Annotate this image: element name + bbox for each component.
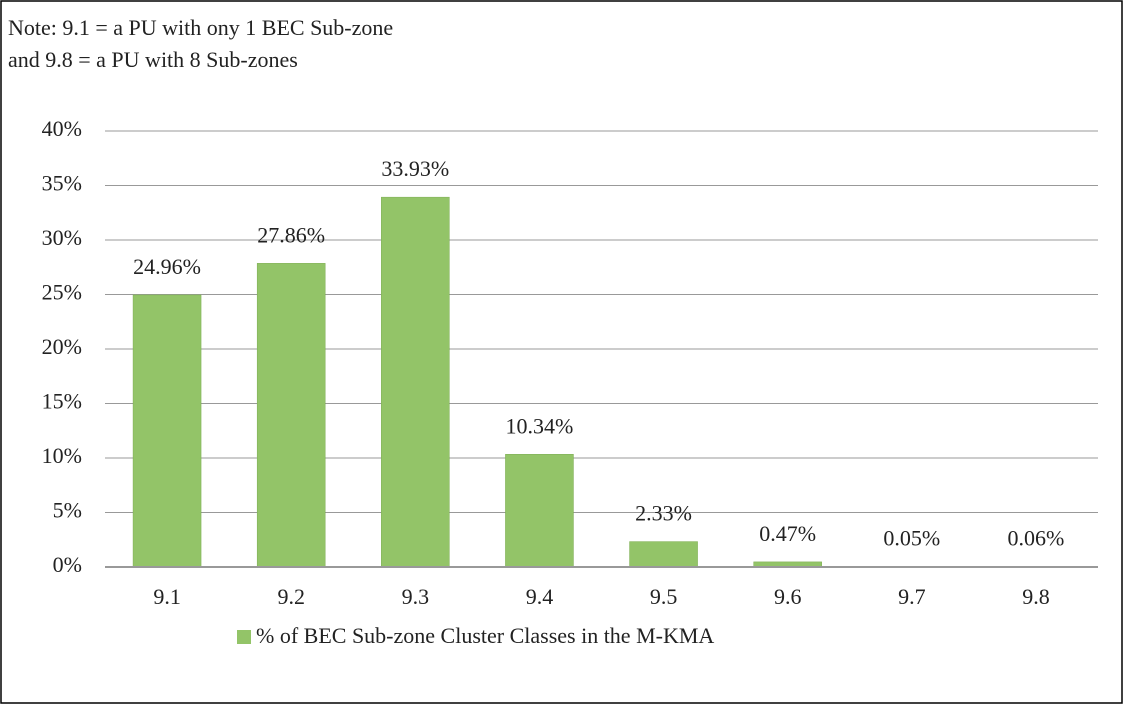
data-label: 10.34%: [506, 413, 574, 438]
bar: [505, 454, 574, 568]
data-label: 0.05%: [883, 526, 940, 551]
x-tick-label: 9.1: [153, 584, 181, 609]
x-tick-label: 9.7: [898, 584, 926, 609]
bar: [256, 263, 326, 568]
y-tick-label: 5%: [53, 498, 82, 523]
data-label: 27.86%: [257, 222, 325, 247]
y-tick-label: 0%: [53, 552, 82, 577]
data-label: 2.33%: [635, 501, 692, 526]
x-tick-label: 9.8: [1022, 584, 1050, 609]
note-line: Note: 9.1 = a PU with ony 1 BEC Sub-zone: [8, 15, 393, 40]
bar: [132, 294, 202, 568]
y-tick-label: 30%: [42, 225, 82, 250]
data-label: 24.96%: [133, 254, 201, 279]
x-tick-label: 9.2: [277, 584, 305, 609]
y-tick-label: 10%: [42, 443, 82, 468]
x-tick-label: 9.6: [774, 584, 802, 609]
x-tick-label: 9.5: [650, 584, 678, 609]
x-tick-label: 9.4: [526, 584, 554, 609]
y-tick-label: 35%: [42, 171, 82, 196]
legend-swatch: [237, 630, 251, 644]
legend-label: % of BEC Sub-zone Cluster Classes in the…: [256, 623, 714, 648]
bar: [381, 196, 450, 568]
y-tick-label: 20%: [42, 334, 82, 359]
y-tick-label: 15%: [42, 389, 82, 414]
bar: [629, 541, 698, 568]
data-label: 33.93%: [381, 156, 449, 181]
y-tick-label: 25%: [42, 280, 82, 305]
data-label: 0.06%: [1008, 525, 1065, 550]
x-tick-label: 9.3: [402, 584, 430, 609]
note-line: and 9.8 = a PU with 8 Sub-zones: [8, 47, 298, 72]
data-label: 0.47%: [759, 521, 816, 546]
y-tick-label: 40%: [42, 116, 82, 141]
